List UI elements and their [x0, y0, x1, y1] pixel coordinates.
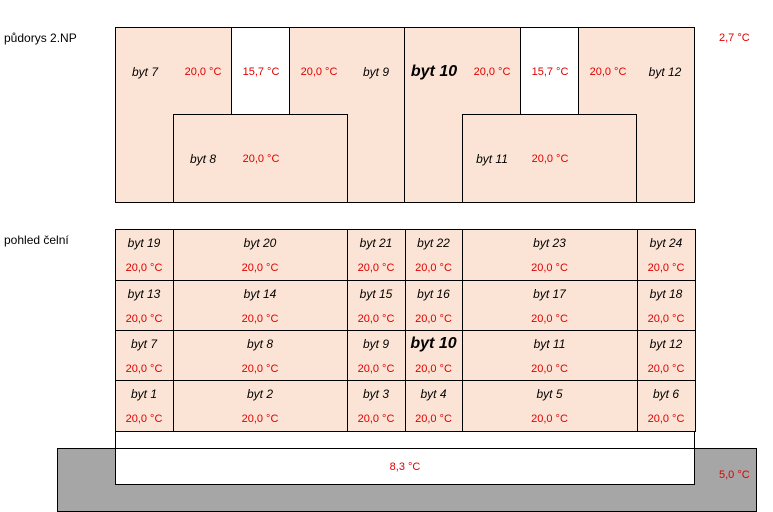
apartment-temp: 20,0 °C	[647, 363, 685, 375]
apt-name: byt 12	[648, 65, 682, 79]
stair-left	[231, 27, 290, 115]
apartment-cell	[173, 380, 348, 432]
apt-temp: 20,0 °C	[242, 153, 280, 165]
apartment-cell	[347, 380, 406, 432]
apartment-cell	[347, 330, 406, 381]
apartment-temp: 20,0 °C	[415, 313, 452, 325]
floor-plan-divider	[404, 27, 405, 203]
apartment-name: byt 22	[417, 236, 450, 250]
apartment-cell	[405, 330, 463, 381]
ground-temp-label: 5,0 °C	[719, 469, 750, 481]
apt-name: byt 9	[362, 65, 390, 79]
apartment-name: byt 11	[533, 337, 566, 351]
apartment-cell	[115, 330, 174, 381]
apartment-cell	[405, 280, 463, 331]
apt-temp: 20,0 °C	[184, 66, 222, 78]
exterior-temp-label: 2,7 °C	[719, 32, 750, 44]
room-byt-11	[462, 114, 637, 203]
apartment-temp: 20,0 °C	[531, 262, 568, 274]
apartment-temp: 20,0 °C	[531, 413, 568, 425]
apartment-name: byt 16	[417, 287, 450, 301]
apartment-cell	[347, 280, 406, 331]
apartment-name: byt 24	[649, 236, 683, 250]
apartment-name: byt 2	[246, 387, 274, 401]
apartment-name: byt 12	[649, 337, 683, 351]
apartment-name: byt 13	[127, 287, 161, 301]
apartment-temp: 20,0 °C	[415, 363, 452, 375]
apartment-temp: 20,0 °C	[647, 313, 685, 325]
apartment-name: byt 10	[410, 335, 457, 352]
apartment-cell	[405, 229, 463, 281]
apt-temp: 20,0 °C	[531, 153, 569, 165]
apartment-temp: 20,0 °C	[241, 413, 279, 425]
basement	[115, 448, 695, 485]
apartment-name: byt 5	[536, 387, 563, 401]
apartment-temp: 20,0 °C	[357, 262, 395, 274]
floor-plan-label: půdorys 2.NP	[4, 31, 77, 45]
apartment-name: byt 14	[243, 287, 277, 301]
apartment-temp: 20,0 °C	[357, 413, 395, 425]
apt-name: byt 10	[410, 63, 458, 80]
apartment-name: byt 4	[420, 387, 447, 401]
apt-name: byt 11	[476, 152, 508, 166]
apt-temp: 20,0 °C	[300, 66, 338, 78]
apartment-name: byt 19	[127, 236, 161, 250]
front-view-label: pohled čelní	[4, 233, 69, 247]
apartment-name: byt 18	[649, 287, 683, 301]
apartment-cell	[173, 280, 348, 331]
apartment-temp: 20,0 °C	[415, 413, 452, 425]
apartment-temp: 20,0 °C	[241, 313, 279, 325]
apartment-cell	[173, 330, 348, 381]
apartment-cell	[637, 229, 696, 281]
apt-name: byt 8	[189, 152, 217, 166]
apartment-temp: 20,0 °C	[241, 262, 279, 274]
apartment-temp: 20,0 °C	[647, 262, 685, 274]
room-byt-8	[173, 114, 348, 203]
apartment-name: byt 21	[359, 236, 393, 250]
apartment-temp: 20,0 °C	[125, 363, 163, 375]
apartment-cell	[173, 229, 348, 281]
apartment-temp: 20,0 °C	[125, 262, 163, 274]
apartment-temp: 20,0 °C	[647, 413, 685, 425]
apartment-name: byt 7	[130, 337, 158, 351]
apartment-temp: 20,0 °C	[531, 363, 568, 375]
apartment-cell	[405, 380, 463, 432]
apartment-name: byt 17	[533, 287, 566, 301]
apartment-name: byt 8	[246, 337, 274, 351]
apartment-temp: 20,0 °C	[357, 363, 395, 375]
apartment-cell	[637, 330, 696, 381]
apartment-temp: 20,0 °C	[241, 363, 279, 375]
apartment-cell	[115, 380, 174, 432]
stair-left-temp: 15,7 °C	[242, 66, 280, 78]
apartment-temp: 20,0 °C	[125, 413, 163, 425]
apartment-name: byt 3	[362, 387, 390, 401]
apartment-temp: 20,0 °C	[415, 262, 452, 274]
apartment-name: byt 9	[362, 337, 390, 351]
apartment-name: byt 1	[130, 387, 158, 401]
apartment-temp: 20,0 °C	[125, 313, 163, 325]
stair-right-temp: 15,7 °C	[531, 66, 569, 78]
apartment-cell	[637, 380, 696, 432]
apartment-name: byt 15	[359, 287, 393, 301]
apartment-name: byt 6	[652, 387, 680, 401]
apartment-temp: 20,0 °C	[531, 313, 568, 325]
apartment-cell	[115, 280, 174, 331]
apartment-name: byt 20	[243, 236, 277, 250]
apt-temp: 20,0 °C	[473, 66, 511, 78]
apt-temp: 20,0 °C	[589, 66, 627, 78]
apartment-name: byt 23	[533, 236, 566, 250]
basement-temp: 8,3 °C	[389, 461, 421, 473]
apartment-temp: 20,0 °C	[357, 313, 395, 325]
apt-name: byt 7	[131, 65, 159, 79]
ground-floor-strip	[115, 430, 695, 449]
